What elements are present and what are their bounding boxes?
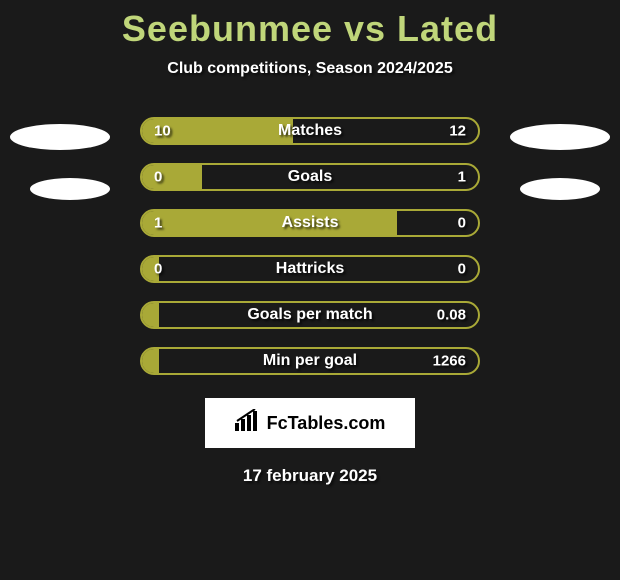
stat-value-right: 12 [449,123,466,140]
page-title: Seebunmee vs Lated [0,0,620,50]
stat-value-left: 1 [154,215,162,232]
stat-row-hattricks: 0 Hattricks 0 [0,246,620,292]
stat-label: Goals [288,168,332,186]
logo-text: FcTables.com [267,413,386,434]
bar-wrapper: Min per goal 1266 [140,347,480,375]
subtitle: Club competitions, Season 2024/2025 [0,60,620,78]
stat-value-right: 0 [458,215,466,232]
bar-wrapper: 1 Assists 0 [140,209,480,237]
stat-label: Assists [282,214,339,232]
stat-row-assists: 1 Assists 0 [0,200,620,246]
stat-value-left: 0 [154,169,162,186]
bar-wrapper: 0 Goals 1 [140,163,480,191]
stat-label: Matches [278,122,342,140]
bar-left-fill [142,349,159,373]
update-date: 17 february 2025 [0,466,620,486]
stat-value-right: 1266 [433,353,466,370]
stat-row-matches: 10 Matches 12 [0,108,620,154]
stat-value-left: 0 [154,261,162,278]
stat-label: Hattricks [276,260,344,278]
stat-value-left: 10 [154,123,171,140]
bar-left-fill [142,165,202,189]
chart-icon [235,409,261,437]
stat-value-right: 1 [458,169,466,186]
bar-left-fill [142,211,397,235]
stat-label: Min per goal [263,352,357,370]
bar-wrapper: 10 Matches 12 [140,117,480,145]
stats-container: 10 Matches 12 0 Goals 1 1 Assists 0 0 Ha… [0,108,620,384]
bar-wrapper: 0 Hattricks 0 [140,255,480,283]
stat-row-goals: 0 Goals 1 [0,154,620,200]
stat-value-right: 0 [458,261,466,278]
stat-row-goals-per-match: Goals per match 0.08 [0,292,620,338]
stat-value-right: 0.08 [437,307,466,324]
stat-row-min-per-goal: Min per goal 1266 [0,338,620,384]
bar-left-fill [142,303,159,327]
bar-wrapper: Goals per match 0.08 [140,301,480,329]
stat-label: Goals per match [247,306,372,324]
fctables-logo: FcTables.com [205,398,415,448]
